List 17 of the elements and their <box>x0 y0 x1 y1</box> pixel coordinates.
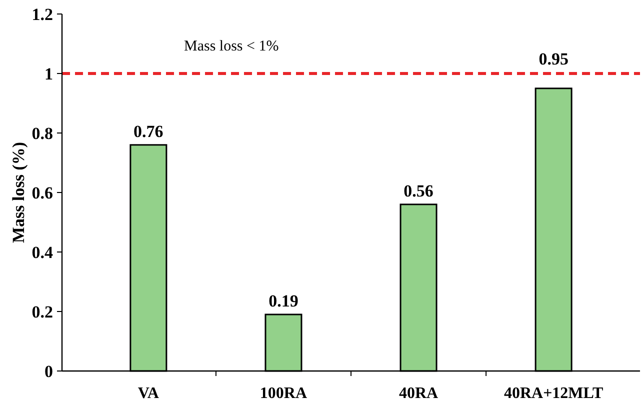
y-tick-label: 1 <box>44 64 53 84</box>
data-label: 0.76 <box>134 122 164 141</box>
y-tick-label: 0.6 <box>32 183 53 202</box>
x-tick-label: 40RA+12MLT <box>504 385 604 402</box>
y-tick-label: 0.8 <box>32 124 53 143</box>
y-tick-label: 1.2 <box>32 4 53 24</box>
y-axis-title: Mass loss (%) <box>9 142 28 244</box>
ref-line-label: Mass loss < 1% <box>184 38 279 54</box>
data-label: 0.95 <box>538 50 568 68</box>
y-tick-label: 0.2 <box>32 302 53 322</box>
data-label: 0.19 <box>268 291 298 310</box>
data-label: 0.56 <box>404 181 434 200</box>
x-tick-label: 40RA <box>398 385 439 402</box>
y-tick-label: 0 <box>44 362 53 381</box>
x-tick-label: VA <box>138 385 160 402</box>
y-tick-label: 0.4 <box>32 242 54 262</box>
x-tick-label: 100RA <box>260 385 308 402</box>
